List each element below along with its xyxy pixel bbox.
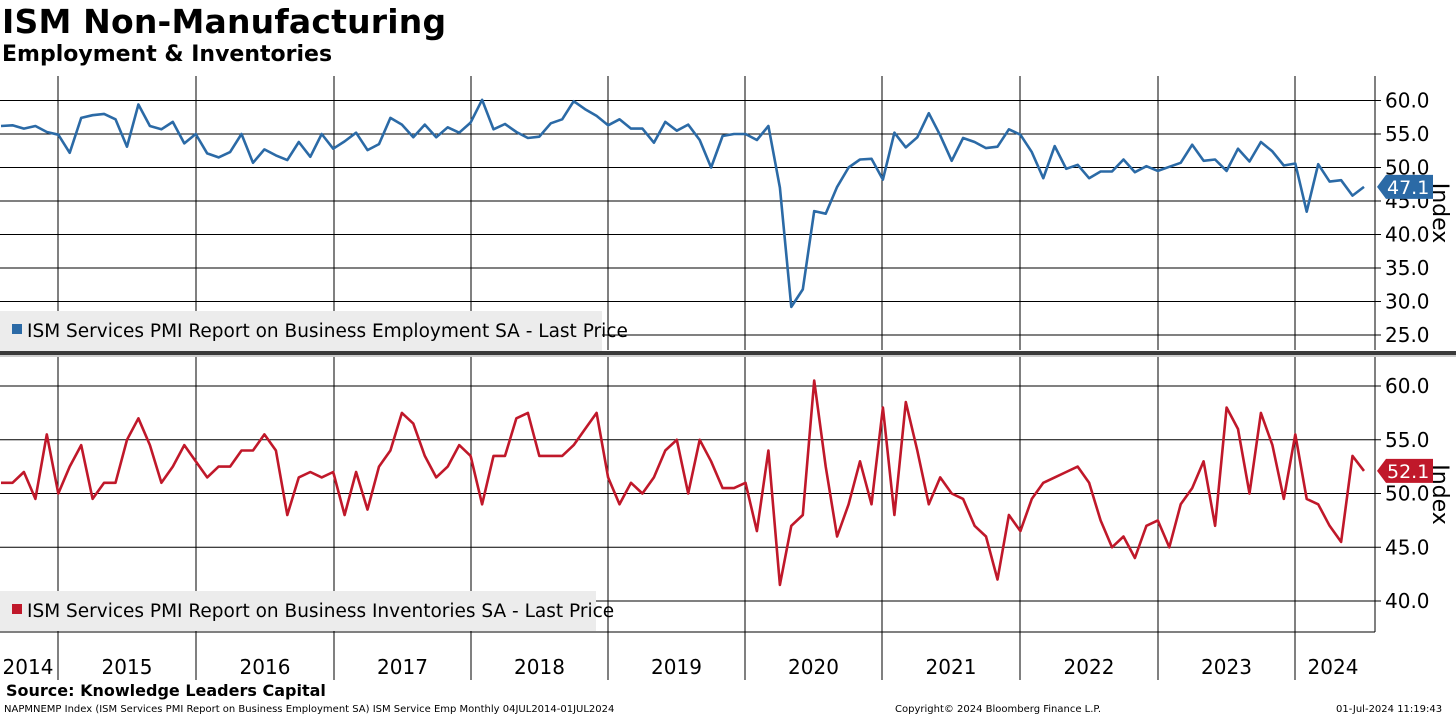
legend-swatch bbox=[12, 324, 22, 334]
y-tick-label: 30.0 bbox=[1385, 290, 1430, 314]
x-tick-label: 2019 bbox=[651, 655, 702, 679]
last-value-label: 52.1 bbox=[1387, 461, 1429, 483]
legend-box bbox=[0, 591, 596, 631]
x-tick-label: 2017 bbox=[377, 655, 428, 679]
source-note: Source: Knowledge Leaders Capital bbox=[6, 681, 326, 700]
y-tick-label: 45.0 bbox=[1385, 535, 1430, 559]
y-tick-label: 40.0 bbox=[1385, 223, 1430, 247]
x-tick-label: 2021 bbox=[926, 655, 977, 679]
last-value-label: 47.1 bbox=[1387, 177, 1429, 199]
y-axis-title: Index bbox=[1427, 183, 1452, 244]
footer-index-info: NAPMNEMP Index (ISM Services PMI Report … bbox=[4, 704, 615, 715]
x-tick-label: 2022 bbox=[1064, 655, 1115, 679]
panel-separator bbox=[0, 351, 1456, 355]
footer-timestamp: 01-Jul-2024 11:19:43 bbox=[1336, 704, 1443, 715]
y-tick-label: 50.0 bbox=[1385, 482, 1430, 506]
chart-area: 60.0 55.0 50.0 45.0 40.0 35.0 30.0 25.0 ISM Serv… bbox=[0, 76, 1456, 680]
legend-label: ISM Services PMI Report on Business Inve… bbox=[27, 601, 614, 622]
x-tick-label: 2023 bbox=[1201, 655, 1252, 679]
y-tick-label: 35.0 bbox=[1385, 256, 1430, 280]
chart-title: ISM Non-Manufacturing bbox=[2, 2, 447, 41]
y-tick-label: 55.0 bbox=[1385, 428, 1430, 452]
chart-subtitle: Employment & Inventories bbox=[2, 42, 333, 67]
x-tick-label: 2014 bbox=[3, 655, 54, 679]
last-value-badge bbox=[1377, 174, 1433, 199]
legend-box bbox=[0, 311, 602, 351]
footer-copyright: Copyright© 2024 Bloomberg Finance L.P. bbox=[895, 704, 1102, 715]
y-tick-label: 60.0 bbox=[1385, 374, 1430, 398]
x-tick-label: 2020 bbox=[788, 655, 839, 679]
series-line bbox=[0, 98, 1365, 309]
series-line bbox=[1, 379, 1366, 587]
y-tick-label: 25.0 bbox=[1385, 323, 1430, 347]
panel-2: 60.0 55.0 50.0 45.0 40.0 ISM Services PMI Rep… bbox=[0, 357, 1452, 632]
x-tick-label: 2024 bbox=[1308, 655, 1359, 679]
legend-label: ISM Services PMI Report on Business Empl… bbox=[27, 321, 628, 342]
last-value-badge bbox=[1377, 458, 1433, 483]
legend-swatch bbox=[12, 604, 22, 614]
y-axis-title: Index bbox=[1427, 464, 1452, 525]
x-axis: 2014 2015 2016 2017 2018 2019 2020 2021 2022 2023… bbox=[0, 631, 1375, 680]
x-tick-label: 2018 bbox=[514, 655, 565, 679]
y-tick-label: 40.0 bbox=[1385, 589, 1430, 613]
x-tick-label: 2016 bbox=[240, 655, 291, 679]
y-tick-label: 55.0 bbox=[1385, 122, 1430, 146]
y-tick-label: 60.0 bbox=[1385, 89, 1430, 113]
x-tick-label: 2015 bbox=[102, 655, 153, 679]
